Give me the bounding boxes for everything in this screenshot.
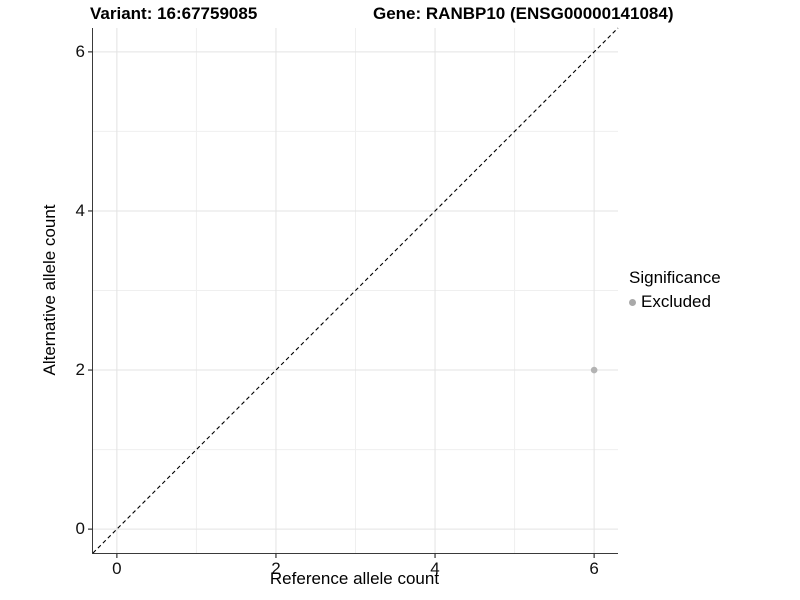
plot-canvas [88, 27, 619, 558]
x-tick-label: 4 [430, 559, 440, 578]
identity-line [92, 27, 619, 554]
data-point [590, 366, 598, 374]
legend-key-dot [629, 298, 636, 306]
y-tick-label: 6 [75, 41, 85, 61]
y-axis-title: Alternative allele count [40, 204, 59, 376]
y-tick-label: 2 [75, 360, 85, 380]
plot-panel: 0 2 4 6 0 2 4 6 [76, 27, 619, 578]
x-tick-label: 6 [589, 559, 599, 578]
legend: Significance Excluded [629, 268, 721, 312]
legend-title: Significance [629, 268, 721, 287]
legend-item-excluded: Excluded [629, 292, 721, 312]
plot-title-variant: Variant: 16:67759085 [90, 4, 258, 23]
x-axis-title: Reference allele count [269, 569, 440, 588]
plot-title-gene: Gene: RANBP10 (ENSG00000141084) [373, 4, 674, 23]
legend-item-label: Excluded [641, 292, 711, 311]
y-tick-label: 4 [75, 200, 85, 220]
x-tick-label: 0 [112, 559, 122, 578]
y-tick-label: 0 [75, 519, 85, 539]
x-tick-label: 2 [271, 559, 281, 578]
